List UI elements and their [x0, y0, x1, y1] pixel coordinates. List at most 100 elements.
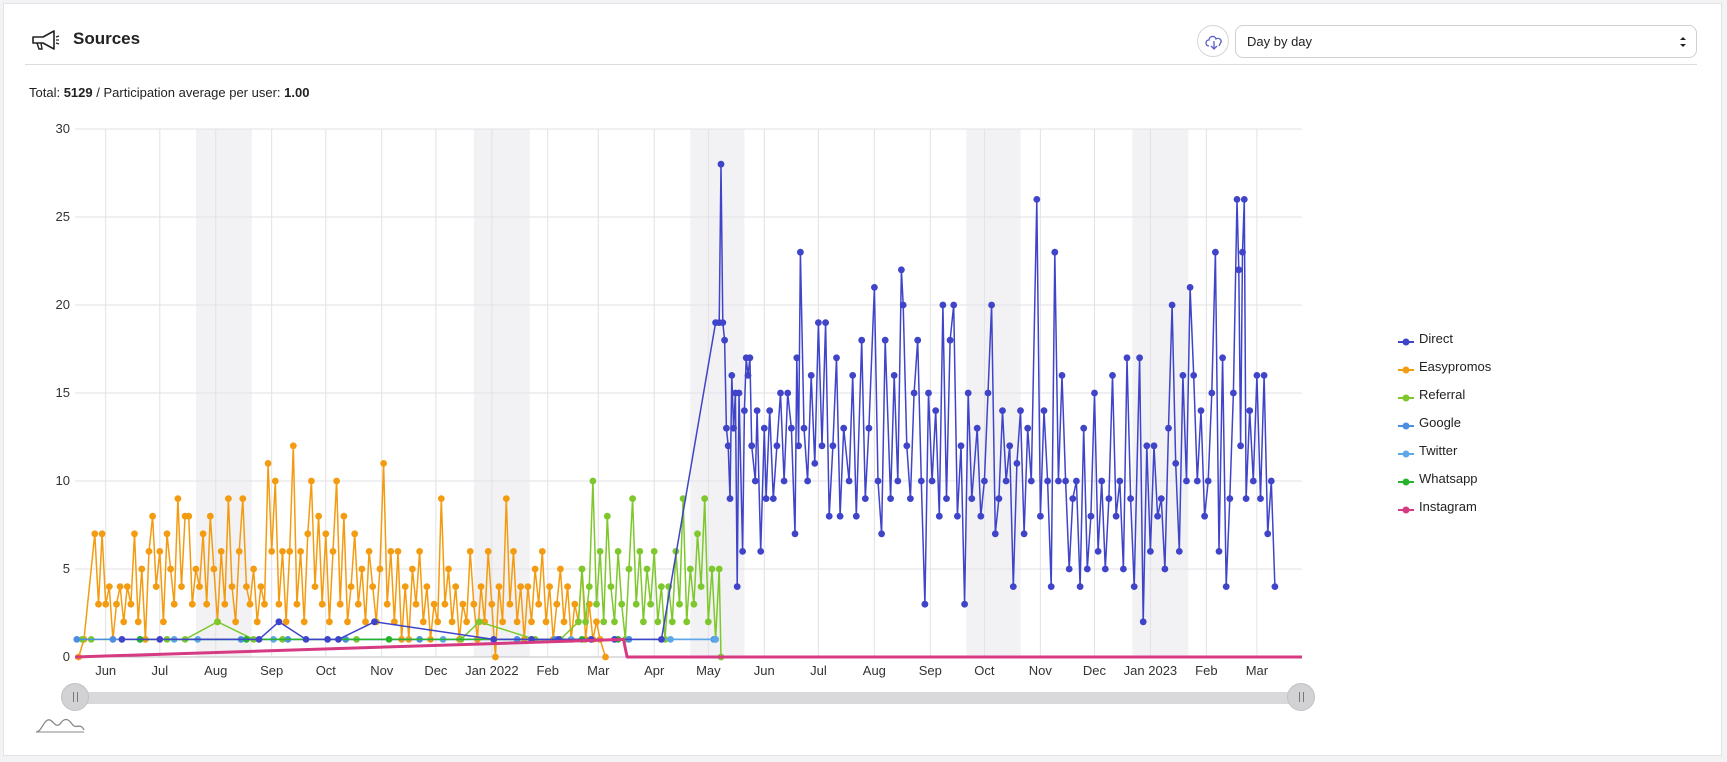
data-point-easypromos-70 [336, 600, 344, 608]
data-point-direct-175 [1257, 495, 1264, 502]
data-point-easypromos-111 [484, 548, 492, 555]
data-point-direct-51 [807, 372, 815, 379]
data-point-easypromos-119 [513, 618, 521, 626]
legend-swatch-dot [1402, 478, 1410, 486]
data-point-referral-22 [611, 618, 618, 626]
data-point-direct-38 [766, 407, 774, 414]
x-tick-label-8: Feb [537, 663, 559, 678]
megaphone-icon [32, 30, 60, 50]
data-point-easypromos-56 [286, 548, 294, 555]
data-point-direct-68 [874, 477, 882, 485]
data-point-referral-40 [676, 600, 683, 608]
data-point-easypromos-47 [253, 618, 261, 626]
data-point-direct-70 [881, 336, 889, 344]
data-point-direct-49 [800, 424, 808, 432]
x-tick-label-5: Nov [370, 663, 394, 678]
data-point-direct-124 [1080, 424, 1088, 432]
data-point-easypromos-106 [466, 548, 474, 555]
data-point-easypromos-9 [116, 583, 124, 590]
data-point-direct-19 [723, 424, 730, 432]
data-point-easypromos-122 [524, 583, 532, 590]
data-point-easypromos-29 [188, 600, 196, 608]
data-point-easypromos-105 [463, 618, 470, 626]
data-point-direct-54 [818, 442, 826, 450]
data-point-direct-159 [1208, 389, 1216, 397]
x-tick-label-9: Mar [587, 663, 610, 678]
x-tick-label-15: Sep [919, 663, 942, 678]
data-point-direct-3 [275, 618, 283, 626]
data-point-easypromos-116 [502, 495, 510, 502]
data-point-referral-12 [575, 618, 582, 626]
data-point-direct-76 [903, 442, 911, 450]
data-point-direct-16 [717, 160, 725, 168]
data-point-easypromos-126 [538, 548, 546, 555]
data-point-direct-88 [946, 336, 954, 344]
data-point-direct-97 [981, 477, 988, 485]
data-point-google-1 [109, 636, 117, 643]
data-point-direct-30 [744, 372, 752, 379]
data-point-easypromos-79 [369, 583, 377, 590]
data-point-direct-145 [1157, 495, 1165, 502]
data-point-direct-160 [1212, 248, 1219, 256]
data-point-easypromos-97 [434, 618, 442, 626]
data-point-easypromos-84 [387, 548, 395, 555]
data-point-direct-23 [730, 424, 737, 432]
range-slider-track[interactable] [72, 692, 1302, 704]
range-slider-left-handle[interactable] [61, 683, 89, 711]
data-point-easypromos-14 [134, 618, 142, 626]
legend-label: Easypromos [1419, 359, 1492, 374]
data-point-easypromos-127 [542, 618, 550, 626]
data-point-easypromos-100 [445, 565, 452, 573]
range-slider-right-handle[interactable] [1287, 683, 1315, 711]
data-point-referral-28 [632, 600, 640, 608]
download-button[interactable] [1197, 25, 1229, 57]
x-tick-label-6: Dec [424, 663, 448, 678]
legend-label: Direct [1419, 331, 1453, 346]
data-point-easypromos-37 [217, 548, 225, 555]
data-point-twitter-5 [667, 636, 674, 643]
data-point-direct-73 [894, 477, 902, 485]
data-point-direct-45 [791, 530, 799, 538]
navigator-preview-icon [35, 718, 85, 733]
data-point-direct-31 [746, 354, 754, 362]
data-point-direct-138 [1130, 583, 1138, 590]
data-point-referral-14 [582, 618, 589, 626]
data-point-referral-35 [658, 583, 665, 590]
data-point-easypromos-60 [300, 618, 308, 626]
data-point-referral-21 [607, 583, 615, 590]
data-point-referral-51 [715, 565, 723, 573]
data-point-direct-33 [751, 477, 759, 485]
data-point-easypromos-68 [329, 548, 337, 555]
legend-swatch-dot [1402, 450, 1410, 458]
data-point-direct-0 [118, 636, 126, 643]
data-point-direct-142 [1147, 548, 1154, 555]
cloud-download-icon [1205, 35, 1222, 50]
data-point-direct-112 [1037, 512, 1044, 520]
data-point-direct-137 [1127, 495, 1134, 502]
data-point-easypromos-5 [102, 600, 110, 608]
data-point-direct-37 [762, 495, 770, 502]
data-point-easypromos-38 [221, 600, 229, 608]
data-point-easypromos-77 [362, 618, 369, 626]
data-point-direct-165 [1230, 389, 1237, 397]
data-point-easypromos-3 [95, 600, 102, 608]
data-point-easypromos-115 [499, 618, 506, 626]
data-point-direct-61 [845, 477, 853, 485]
series-line-easypromos [77, 445, 607, 658]
data-point-direct-44 [788, 424, 795, 432]
data-point-direct-104 [1006, 442, 1014, 450]
data-point-direct-4 [302, 636, 310, 643]
data-point-direct-133 [1112, 512, 1120, 520]
data-point-easypromos-10 [120, 618, 128, 626]
data-point-direct-177 [1264, 530, 1272, 538]
data-point-easypromos-125 [535, 600, 543, 608]
data-point-direct-103 [1002, 477, 1010, 485]
data-point-direct-155 [1193, 477, 1201, 485]
data-point-easypromos-73 [347, 583, 355, 590]
data-point-direct-66 [865, 424, 873, 432]
data-point-direct-98 [984, 389, 992, 397]
period-select[interactable]: Day by day [1235, 25, 1697, 58]
data-point-referral-43 [686, 565, 694, 573]
y-tick-label-3: 15 [56, 385, 70, 400]
data-point-direct-141 [1143, 442, 1151, 450]
